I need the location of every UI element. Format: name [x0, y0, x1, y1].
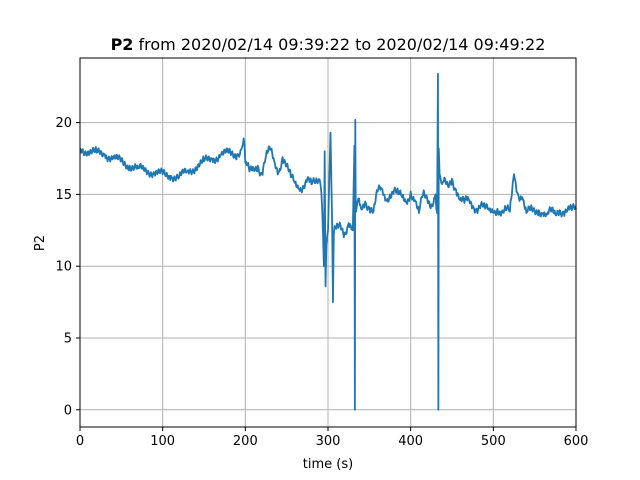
y-tick-label: 5 — [64, 331, 72, 346]
chart-title: P2 from 2020/02/14 09:39:22 to 2020/02/1… — [111, 35, 546, 54]
y-axis: 0 5 10 15 20 — [55, 116, 80, 418]
x-tick-label: 300 — [316, 434, 341, 449]
chart-title-bold: P2 — [111, 35, 134, 54]
x-tick-label: 600 — [564, 434, 589, 449]
x-tick-label: 0 — [76, 434, 84, 449]
y-tick-label: 0 — [64, 403, 72, 418]
chart-title-rest: from 2020/02/14 09:39:22 to 2020/02/14 0… — [133, 35, 545, 54]
x-tick-label: 100 — [150, 434, 175, 449]
x-tick-label: 200 — [233, 434, 258, 449]
x-axis-label: time (s) — [303, 457, 353, 472]
x-tick-label: 400 — [398, 434, 423, 449]
y-tick-label: 10 — [55, 260, 72, 275]
series-layer — [79, 72, 577, 411]
y-tick-label: 15 — [55, 188, 72, 203]
y-tick-label: 20 — [55, 116, 72, 131]
x-axis: 0 100 200 300 400 500 600 — [76, 427, 589, 449]
series-line-p2 — [79, 72, 577, 411]
x-tick-label: 500 — [481, 434, 506, 449]
grid — [79, 58, 577, 427]
y-axis-label: P2 — [33, 235, 48, 251]
